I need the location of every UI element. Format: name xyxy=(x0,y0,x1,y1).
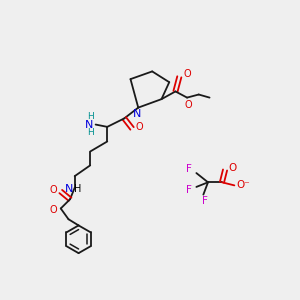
Text: O⁻: O⁻ xyxy=(237,180,250,190)
Text: F: F xyxy=(187,185,192,195)
Text: O: O xyxy=(50,205,58,215)
Text: O: O xyxy=(228,163,236,173)
Text: N: N xyxy=(85,119,94,130)
Text: O: O xyxy=(185,100,192,110)
Text: N: N xyxy=(133,109,141,119)
Text: H: H xyxy=(74,184,82,194)
Text: N: N xyxy=(65,184,74,194)
Text: H: H xyxy=(88,128,94,137)
Text: H: H xyxy=(88,112,94,121)
Text: O: O xyxy=(183,69,191,79)
Text: O: O xyxy=(136,122,144,132)
Text: F: F xyxy=(202,196,208,206)
Text: O: O xyxy=(50,185,58,195)
Text: F: F xyxy=(187,164,192,174)
